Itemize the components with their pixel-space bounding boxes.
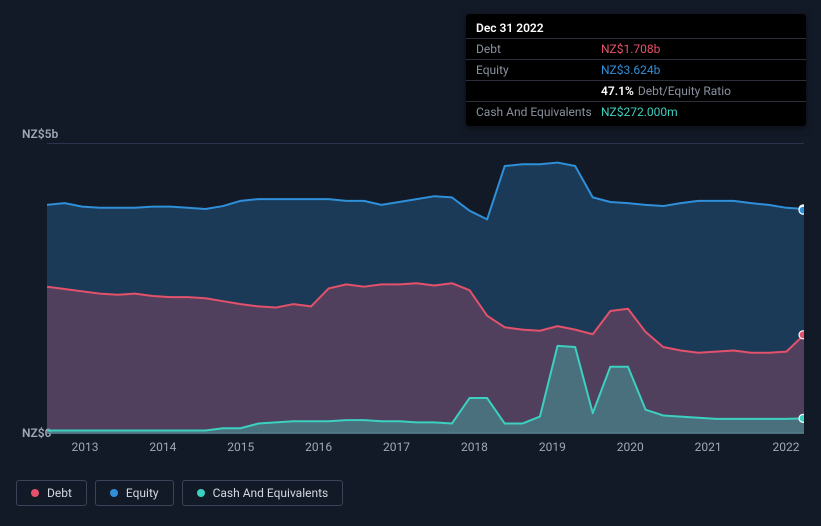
legend-label: Equity [126, 486, 159, 500]
xaxis-tick: 2016 [305, 440, 332, 454]
legend-item-cash[interactable]: Cash And Equivalents [182, 480, 344, 506]
xaxis-tick: 2018 [461, 440, 488, 454]
xaxis-tick: 2017 [383, 440, 410, 454]
tooltip-label: Equity [476, 63, 601, 77]
tooltip-label [476, 84, 601, 98]
tooltip-row-cash: Cash And Equivalents NZ$272.000m [466, 102, 806, 122]
legend: Debt Equity Cash And Equivalents [16, 480, 343, 506]
legend-item-debt[interactable]: Debt [16, 480, 87, 506]
legend-dot [197, 489, 205, 497]
legend-dot [31, 489, 39, 497]
legend-label: Cash And Equivalents [213, 486, 329, 500]
tooltip-value: NZ$3.624b [601, 63, 796, 77]
xaxis-tick: 2020 [617, 440, 644, 454]
tooltip-value: NZ$272.000m [601, 105, 796, 119]
tooltip-date-text: Dec 31 2022 [476, 21, 544, 35]
xaxis-tick: 2014 [149, 440, 176, 454]
chart[interactable] [47, 143, 804, 433]
ratio-pct: 47.1% [601, 84, 634, 98]
tooltip-row-ratio: 47.1% Debt/Equity Ratio [466, 81, 806, 102]
tooltip-value: 47.1% Debt/Equity Ratio [601, 84, 796, 98]
legend-label: Debt [47, 486, 72, 500]
xaxis: 2013 2014 2015 2016 2017 2018 2019 2020 2021 2022 [47, 440, 804, 460]
tooltip-value: NZ$1.708b [601, 42, 796, 56]
tooltip-date: Dec 31 2022 [466, 18, 806, 39]
legend-dot [110, 489, 118, 497]
legend-item-equity[interactable]: Equity [95, 480, 174, 506]
chart-tooltip: Dec 31 2022 Debt NZ$1.708b Equity NZ$3.6… [466, 14, 806, 126]
xaxis-tick: 2021 [695, 440, 722, 454]
xaxis-tick: 2015 [227, 440, 254, 454]
xaxis-tick: 2019 [539, 440, 566, 454]
yaxis-label-max: NZ$5b [22, 127, 58, 141]
xaxis-tick: 2022 [773, 440, 800, 454]
tooltip-row-equity: Equity NZ$3.624b [466, 60, 806, 81]
chart-svg [47, 144, 804, 434]
tooltip-row-debt: Debt NZ$1.708b [466, 39, 806, 60]
ratio-label: Debt/Equity Ratio [638, 84, 731, 98]
tooltip-label: Debt [476, 42, 601, 56]
xaxis-tick: 2013 [72, 440, 99, 454]
tooltip-label: Cash And Equivalents [476, 105, 601, 119]
